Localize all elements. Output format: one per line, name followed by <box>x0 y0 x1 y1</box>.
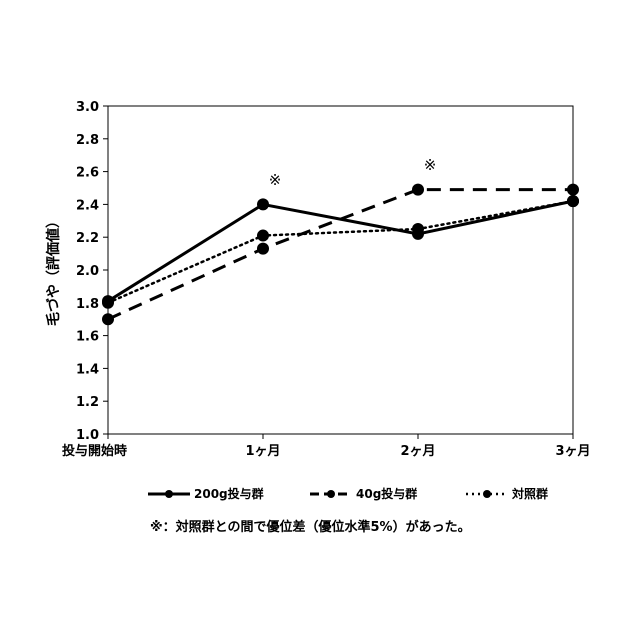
footnote: ※：対照群との間で優位差（優位水準5%）があった。 <box>150 516 471 535</box>
legend-label: 対照群 <box>511 486 548 501</box>
y-tick-label: 1.6 <box>76 330 99 345</box>
data-point <box>567 184 579 196</box>
legend-item-1: 40g投与群 <box>310 486 417 501</box>
series-2 <box>102 195 579 309</box>
series-1 <box>102 184 579 326</box>
data-point <box>102 313 114 325</box>
legend: 200g投与群 40g投与群 対照群 <box>148 486 548 501</box>
legend-label: 200g投与群 <box>194 486 264 501</box>
legend-swatch-marker <box>165 490 173 498</box>
x-tick-label: 投与開始時 <box>62 443 127 459</box>
y-tick-label: 1.2 <box>76 395 99 410</box>
annotation-layer: ※※ <box>269 156 437 189</box>
x-tick-label: 2ヶ月 <box>400 444 435 459</box>
series-layer <box>102 184 579 326</box>
significance-mark: ※ <box>424 156 437 174</box>
significance-mark: ※ <box>269 171 282 189</box>
y-tick-label: 2.2 <box>76 231 99 246</box>
y-tick-label: 1.8 <box>76 297 99 312</box>
plot-area <box>108 106 573 434</box>
data-point <box>102 297 114 309</box>
y-tick-label: 1.4 <box>76 362 99 377</box>
x-tick-label: 3ヶ月 <box>555 444 590 459</box>
y-axis-label: 毛づや（評価値） <box>45 214 62 326</box>
data-point <box>257 243 269 255</box>
y-tick-label: 2.4 <box>76 198 99 213</box>
y-tick-label: 2.8 <box>76 133 99 148</box>
data-point <box>412 223 424 235</box>
data-point <box>257 230 269 242</box>
data-point <box>412 184 424 196</box>
y-tick-label: 3.0 <box>76 100 99 115</box>
legend-item-2: 対照群 <box>466 486 548 501</box>
y-tick-label: 1.0 <box>76 428 99 443</box>
legend-swatch-marker <box>483 490 491 498</box>
x-tick-label: 1ヶ月 <box>245 444 280 459</box>
y-axis-ticks: 1.0 1.2 1.4 1.6 1.8 2.0 2.2 2.4 2.6 2.8 3.0 <box>76 100 108 443</box>
legend-item-0: 200g投与群 <box>148 486 264 501</box>
data-point <box>567 195 579 207</box>
series-line <box>108 190 573 320</box>
legend-swatch-marker <box>327 490 335 498</box>
data-point <box>257 198 269 210</box>
y-tick-label: 2.0 <box>76 264 99 279</box>
x-axis-ticks: 投与開始時 1ヶ月 2ヶ月 3ヶ月 <box>62 434 591 459</box>
legend-label: 40g投与群 <box>356 486 417 501</box>
y-tick-label: 2.6 <box>76 166 99 181</box>
